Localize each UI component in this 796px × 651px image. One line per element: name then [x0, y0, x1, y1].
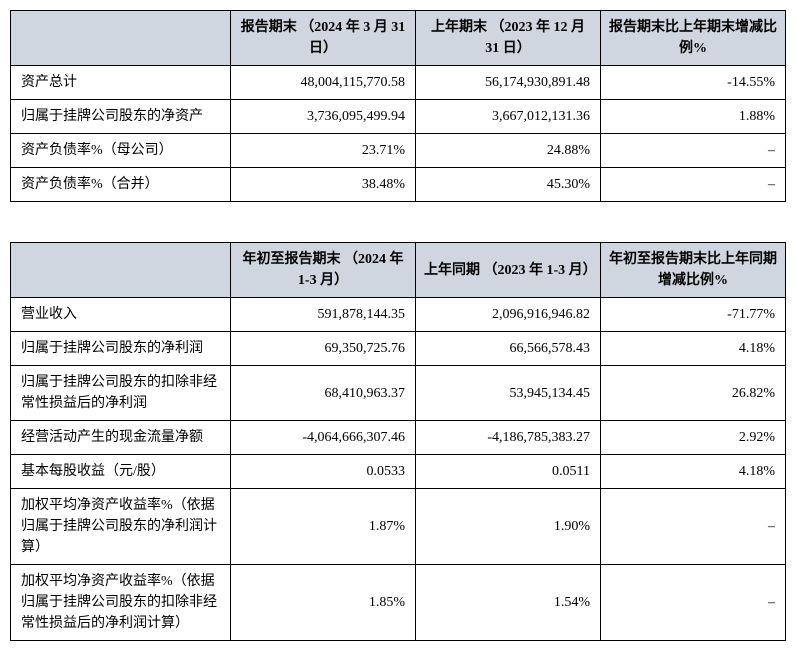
- row-label: 归属于挂牌公司股东的扣除非经常性损益后的净利润: [11, 366, 231, 421]
- cell-value: 0.0533: [231, 455, 416, 489]
- table-row: 资产总计 48,004,115,770.58 56,174,930,891.48…: [11, 66, 786, 100]
- table-row: 加权平均净资产收益率%（依据归属于挂牌公司股东的扣除非经常性损益后的净利润计算）…: [11, 565, 786, 641]
- income-statement-table: 年初至报告期末 （2024 年 1-3 月） 上年同期 （2023 年 1-3 …: [10, 242, 786, 641]
- table-row: 营业收入 591,878,144.35 2,096,916,946.82 -71…: [11, 298, 786, 332]
- cell-value: -14.55%: [601, 66, 786, 100]
- cell-value: -4,064,666,307.46: [231, 421, 416, 455]
- cell-value: 23.71%: [231, 134, 416, 168]
- cell-value: 53,945,134.45: [416, 366, 601, 421]
- table-row: 归属于挂牌公司股东的净资产 3,736,095,499.94 3,667,012…: [11, 100, 786, 134]
- cell-value: 2,096,916,946.82: [416, 298, 601, 332]
- table-row: 归属于挂牌公司股东的净利润 69,350,725.76 66,566,578.4…: [11, 332, 786, 366]
- table-row: 基本每股收益（元/股） 0.0533 0.0511 4.18%: [11, 455, 786, 489]
- row-label: 资产负债率%（母公司）: [11, 134, 231, 168]
- col-header-prev-period: 上年同期 （2023 年 1-3 月）: [416, 243, 601, 298]
- cell-value: 1.88%: [601, 100, 786, 134]
- cell-value: 0.0511: [416, 455, 601, 489]
- row-label: 归属于挂牌公司股东的净利润: [11, 332, 231, 366]
- table-row: 经营活动产生的现金流量净额 -4,064,666,307.46 -4,186,7…: [11, 421, 786, 455]
- table-header-row: 报告期末 （2024 年 3 月 31 日） 上年期末 （2023 年 12 月…: [11, 11, 786, 66]
- row-label: 加权平均净资产收益率%（依据归属于挂牌公司股东的净利润计算）: [11, 489, 231, 565]
- table-row: 加权平均净资产收益率%（依据归属于挂牌公司股东的净利润计算） 1.87% 1.9…: [11, 489, 786, 565]
- row-label: 加权平均净资产收益率%（依据归属于挂牌公司股东的扣除非经常性损益后的净利润计算）: [11, 565, 231, 641]
- col-header-blank: [11, 11, 231, 66]
- cell-value: 66,566,578.43: [416, 332, 601, 366]
- cell-value: 1.87%: [231, 489, 416, 565]
- table-row: 资产负债率%（合并） 38.48% 45.30% –: [11, 168, 786, 202]
- cell-value: 24.88%: [416, 134, 601, 168]
- col-header-prev-end: 上年期末 （2023 年 12 月 31 日）: [416, 11, 601, 66]
- col-header-blank: [11, 243, 231, 298]
- table-row: 归属于挂牌公司股东的扣除非经常性损益后的净利润 68,410,963.37 53…: [11, 366, 786, 421]
- col-header-ytd: 年初至报告期末 （2024 年 1-3 月）: [231, 243, 416, 298]
- cell-value: 1.54%: [416, 565, 601, 641]
- cell-value: 2.92%: [601, 421, 786, 455]
- cell-value: 26.82%: [601, 366, 786, 421]
- row-label: 资产负债率%（合并）: [11, 168, 231, 202]
- balance-sheet-table: 报告期末 （2024 年 3 月 31 日） 上年期末 （2023 年 12 月…: [10, 10, 786, 202]
- cell-value: 1.85%: [231, 565, 416, 641]
- row-label: 经营活动产生的现金流量净额: [11, 421, 231, 455]
- cell-value: 3,736,095,499.94: [231, 100, 416, 134]
- col-header-change-pct: 报告期末比上年期末增减比例%: [601, 11, 786, 66]
- cell-value: 1.90%: [416, 489, 601, 565]
- row-label: 营业收入: [11, 298, 231, 332]
- cell-value: 48,004,115,770.58: [231, 66, 416, 100]
- row-label: 归属于挂牌公司股东的净资产: [11, 100, 231, 134]
- cell-value: 4.18%: [601, 455, 786, 489]
- cell-value: –: [601, 134, 786, 168]
- table-gap: [10, 202, 786, 242]
- cell-value: 591,878,144.35: [231, 298, 416, 332]
- table-row: 资产负债率%（母公司） 23.71% 24.88% –: [11, 134, 786, 168]
- cell-value: –: [601, 565, 786, 641]
- cell-value: –: [601, 489, 786, 565]
- col-header-report-end: 报告期末 （2024 年 3 月 31 日）: [231, 11, 416, 66]
- cell-value: 68,410,963.37: [231, 366, 416, 421]
- cell-value: 45.30%: [416, 168, 601, 202]
- cell-value: 4.18%: [601, 332, 786, 366]
- col-header-change-pct: 年初至报告期末比上年同期增减比例%: [601, 243, 786, 298]
- table-header-row: 年初至报告期末 （2024 年 1-3 月） 上年同期 （2023 年 1-3 …: [11, 243, 786, 298]
- cell-value: 38.48%: [231, 168, 416, 202]
- cell-value: 69,350,725.76: [231, 332, 416, 366]
- cell-value: 3,667,012,131.36: [416, 100, 601, 134]
- row-label: 资产总计: [11, 66, 231, 100]
- row-label: 基本每股收益（元/股）: [11, 455, 231, 489]
- cell-value: –: [601, 168, 786, 202]
- cell-value: -4,186,785,383.27: [416, 421, 601, 455]
- cell-value: 56,174,930,891.48: [416, 66, 601, 100]
- cell-value: -71.77%: [601, 298, 786, 332]
